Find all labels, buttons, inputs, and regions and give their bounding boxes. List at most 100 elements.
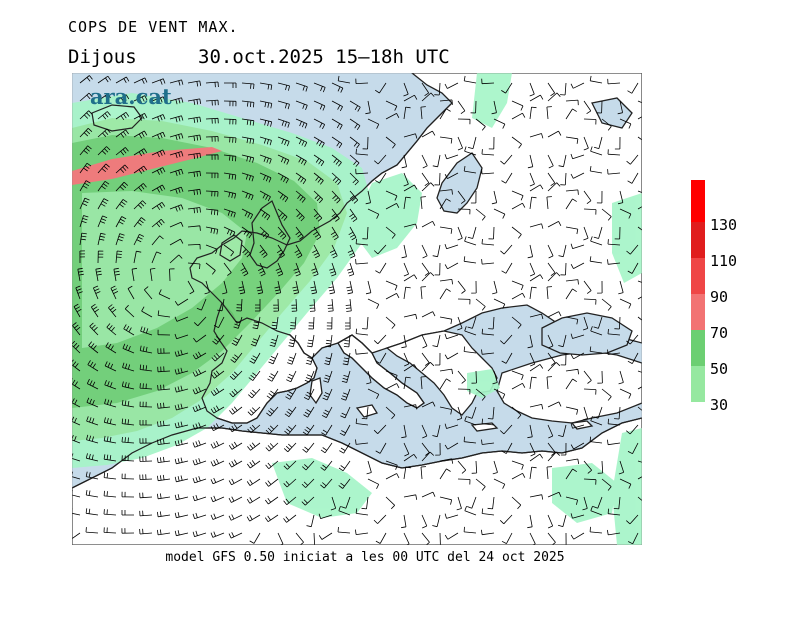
wind-barb — [558, 424, 567, 437]
wind-barb — [86, 378, 99, 390]
wind-barb — [470, 100, 477, 114]
wind-barb — [304, 370, 315, 383]
wind-barb — [127, 285, 135, 300]
wind-barb — [192, 530, 207, 537]
wind-barb — [481, 349, 495, 355]
wind-barb — [593, 226, 603, 239]
wind-barb — [330, 226, 339, 241]
wind-barb — [259, 226, 270, 240]
wind-barb — [192, 422, 207, 430]
wind-barb — [77, 267, 84, 282]
wind-barb — [192, 476, 207, 484]
wind-barb — [420, 106, 426, 120]
wind-barb — [151, 131, 166, 140]
wind-barb — [108, 304, 117, 318]
wind-barb — [337, 75, 351, 84]
wind-barb — [157, 329, 171, 336]
wind-barb — [367, 208, 380, 219]
wind-barb — [420, 196, 426, 210]
wind-barb — [205, 81, 219, 88]
wind-barb — [403, 442, 410, 457]
wind-barb — [444, 82, 459, 89]
wind-barb — [475, 478, 486, 491]
wind-barb — [259, 136, 272, 146]
wind-barb — [471, 370, 477, 384]
wind-barb — [267, 370, 279, 382]
wind-barb — [583, 190, 592, 205]
wind-barb — [619, 118, 632, 129]
wind-barb — [174, 457, 189, 465]
wind-barb — [401, 334, 407, 349]
legend-swatch-110 — [691, 258, 705, 294]
wind-barb — [501, 442, 513, 454]
wind-barb — [493, 478, 506, 489]
wind-barb — [374, 82, 387, 94]
wind-barb — [228, 459, 243, 468]
wind-barb — [187, 207, 201, 214]
wind-barb — [456, 496, 462, 511]
wind-barb — [283, 496, 297, 506]
wind-barb — [151, 78, 166, 85]
wind-barb — [210, 477, 225, 485]
wind-barb — [329, 244, 338, 259]
wind-barb — [457, 208, 471, 215]
wind-barb — [72, 434, 81, 444]
wind-barb — [306, 334, 315, 348]
wind-barb — [329, 262, 337, 277]
wind-barb — [607, 259, 621, 265]
wind-barb — [607, 439, 621, 446]
wind-barb — [97, 93, 111, 102]
map-canvas: ara.cat — [72, 73, 642, 545]
wind-barb — [444, 172, 459, 179]
wind-barb — [192, 512, 207, 519]
wind-barb — [570, 532, 585, 540]
wind-barb — [72, 532, 81, 540]
wind-barb — [421, 182, 435, 192]
legend-label-70: 70 — [710, 324, 729, 342]
wind-barb — [547, 154, 554, 169]
wind-barb — [617, 100, 623, 115]
wind-barb — [313, 82, 326, 93]
wind-barb — [590, 505, 603, 516]
wind-barb — [626, 154, 639, 165]
wind-barb — [618, 370, 624, 385]
wind-barb — [457, 190, 466, 204]
wind-barb — [205, 154, 219, 160]
wind-barb — [187, 98, 202, 105]
wind-barb — [72, 340, 81, 354]
wind-barb — [324, 352, 333, 366]
wind-barb — [596, 190, 603, 204]
wind-barb — [313, 208, 323, 222]
wind-barb — [348, 226, 357, 241]
wind-barb — [143, 286, 153, 300]
wind-barb — [589, 75, 603, 84]
wind-barb — [492, 280, 498, 295]
wind-barb — [421, 352, 430, 366]
wind-barb — [223, 100, 237, 107]
wind-barb — [231, 334, 243, 346]
wind-barb — [457, 226, 463, 241]
wind-barb — [151, 167, 166, 175]
wind-barb — [385, 190, 398, 201]
wind-barb — [157, 456, 171, 463]
wind-barb — [121, 436, 135, 444]
wind-barb — [85, 508, 99, 516]
wind-barb — [228, 478, 243, 486]
wind-barb — [79, 145, 92, 156]
wind-barb — [592, 496, 603, 509]
wind-barb — [565, 468, 578, 480]
wind-barb — [86, 397, 99, 408]
wind-barb — [403, 133, 418, 139]
wind-barb — [613, 496, 621, 510]
wind-barb — [375, 352, 387, 364]
wind-barb — [511, 112, 526, 120]
wind-barb — [343, 334, 351, 348]
wind-barb — [439, 198, 451, 210]
wind-barb — [349, 190, 359, 204]
wind-barb — [275, 262, 284, 277]
wind-barb — [488, 316, 495, 330]
wind-barb — [258, 262, 266, 277]
wind-barb — [403, 404, 418, 410]
ara-cat-logo: ara.cat — [90, 84, 172, 109]
wind-barb — [365, 100, 371, 115]
